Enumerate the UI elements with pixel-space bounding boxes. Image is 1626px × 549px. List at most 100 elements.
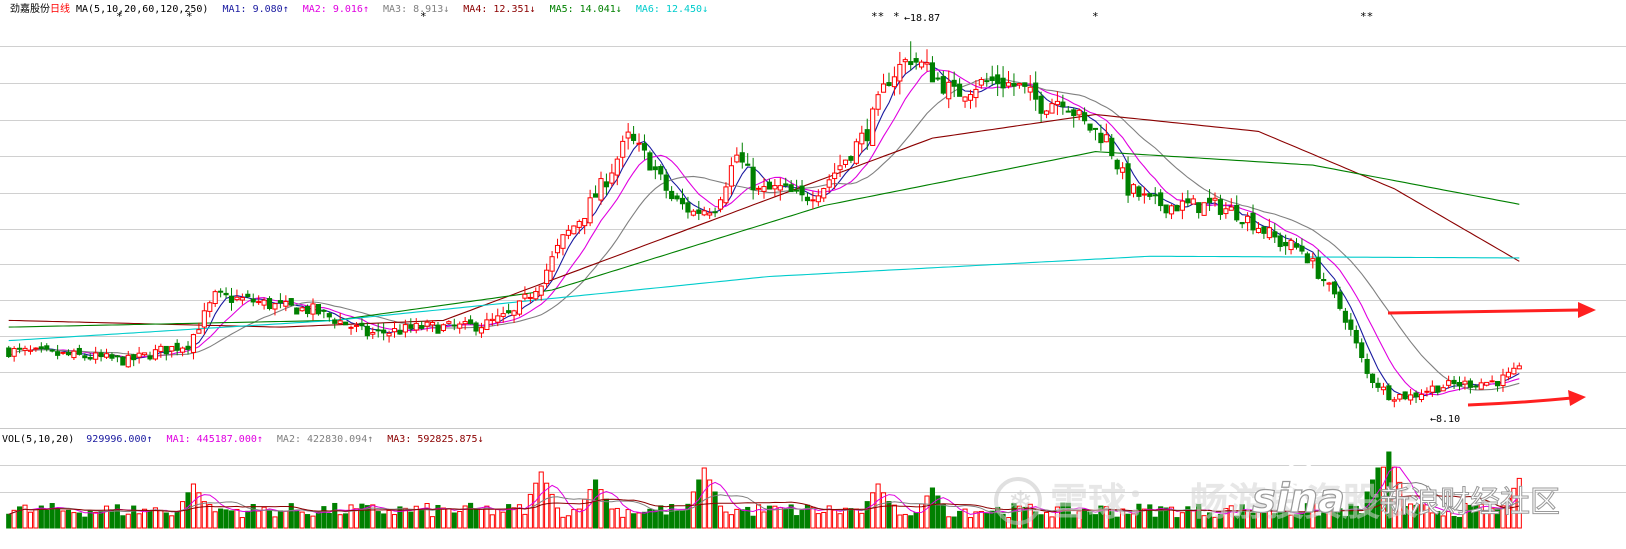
candle-body	[397, 329, 403, 335]
candle-body	[1245, 215, 1251, 224]
volume-bar	[462, 505, 468, 529]
volume-bar	[125, 513, 131, 529]
candle-body	[756, 187, 762, 190]
candle-body	[1060, 101, 1066, 108]
candle	[929, 56, 936, 83]
volume-bar	[1120, 508, 1126, 529]
volume-bar	[663, 514, 669, 529]
candle	[1201, 202, 1207, 216]
volume-bar	[1130, 513, 1137, 529]
candle	[348, 325, 354, 335]
candle-body	[435, 324, 441, 334]
candle-body	[364, 325, 370, 337]
candle-body	[837, 165, 843, 171]
candle	[1212, 192, 1218, 207]
candle	[794, 179, 800, 194]
volume-bar	[652, 509, 658, 529]
candle-body	[978, 79, 984, 86]
candle	[1359, 338, 1365, 363]
candle-body	[337, 320, 343, 325]
candle-body	[707, 212, 713, 216]
candle-body	[723, 186, 729, 204]
candle-body	[305, 305, 311, 315]
volume-bar	[620, 516, 626, 529]
candle-body	[60, 351, 66, 354]
candle-body	[614, 158, 620, 176]
volume-bar	[913, 512, 919, 529]
candle	[679, 188, 686, 210]
candle	[832, 163, 838, 190]
candle	[136, 346, 142, 364]
volume-bar	[815, 513, 821, 529]
volume-bar	[468, 502, 474, 529]
volume-bar	[1109, 511, 1115, 529]
volume-bar	[962, 508, 968, 529]
candle	[98, 349, 104, 362]
candle-body	[218, 290, 224, 293]
candle	[60, 351, 66, 355]
volume-bar	[169, 515, 175, 529]
candle-body	[919, 61, 925, 68]
candle	[777, 178, 783, 201]
volume-bar	[93, 511, 99, 529]
candle-body	[1462, 380, 1468, 385]
candle	[1370, 373, 1376, 389]
candle-body	[826, 179, 832, 188]
candle	[1239, 221, 1245, 229]
candle	[842, 159, 849, 168]
candle	[1435, 385, 1441, 396]
volume-bar	[1043, 511, 1050, 529]
candle	[712, 207, 718, 218]
volume-bar	[978, 510, 984, 529]
candle	[174, 339, 180, 356]
candle-body	[1331, 281, 1338, 295]
candle-body	[1456, 381, 1463, 387]
volume-bar	[658, 505, 664, 529]
candle	[473, 321, 479, 336]
candle-body	[451, 324, 457, 327]
candle-body	[457, 323, 463, 329]
candle-body	[332, 319, 338, 324]
candle-body	[522, 293, 528, 299]
candle-body	[636, 142, 642, 145]
volume-bar	[1375, 467, 1381, 529]
volume-bar	[1016, 505, 1022, 529]
candle	[310, 298, 316, 321]
candle-body	[929, 62, 936, 83]
candle-body	[717, 199, 724, 210]
candle-body	[391, 328, 398, 333]
candle-body	[109, 354, 115, 359]
candle	[723, 182, 729, 205]
volume-bar	[565, 515, 571, 529]
candle	[315, 304, 322, 316]
volume-bar	[500, 511, 506, 529]
candle-body	[1277, 235, 1283, 247]
volume-bar	[1174, 517, 1180, 529]
volume-bar	[353, 508, 360, 529]
volume-bar	[1152, 516, 1158, 529]
candle	[1408, 389, 1414, 405]
candle-body	[1375, 382, 1381, 388]
candle-body	[1043, 110, 1050, 115]
volume-bar	[853, 508, 859, 529]
candle-body	[288, 298, 294, 306]
volume-bar	[451, 512, 457, 529]
watermark-xueqiu: 雪球：	[1050, 480, 1164, 524]
volume-bar	[1011, 503, 1017, 529]
volume-bar	[1272, 513, 1278, 529]
candle-body	[413, 322, 419, 331]
candle-body	[669, 190, 675, 200]
candle	[147, 351, 153, 361]
candle-body	[777, 185, 783, 191]
volume-bar	[305, 514, 311, 529]
volume-bar	[1049, 516, 1055, 529]
candle	[109, 352, 115, 361]
volume-bar	[1163, 507, 1169, 529]
candle-body	[386, 332, 392, 337]
candle-body	[49, 349, 55, 352]
volume-bar	[739, 509, 745, 529]
candle-body	[1299, 245, 1305, 252]
candle-body	[125, 354, 131, 368]
candle-body	[1337, 291, 1343, 309]
volume-bar	[141, 508, 148, 529]
